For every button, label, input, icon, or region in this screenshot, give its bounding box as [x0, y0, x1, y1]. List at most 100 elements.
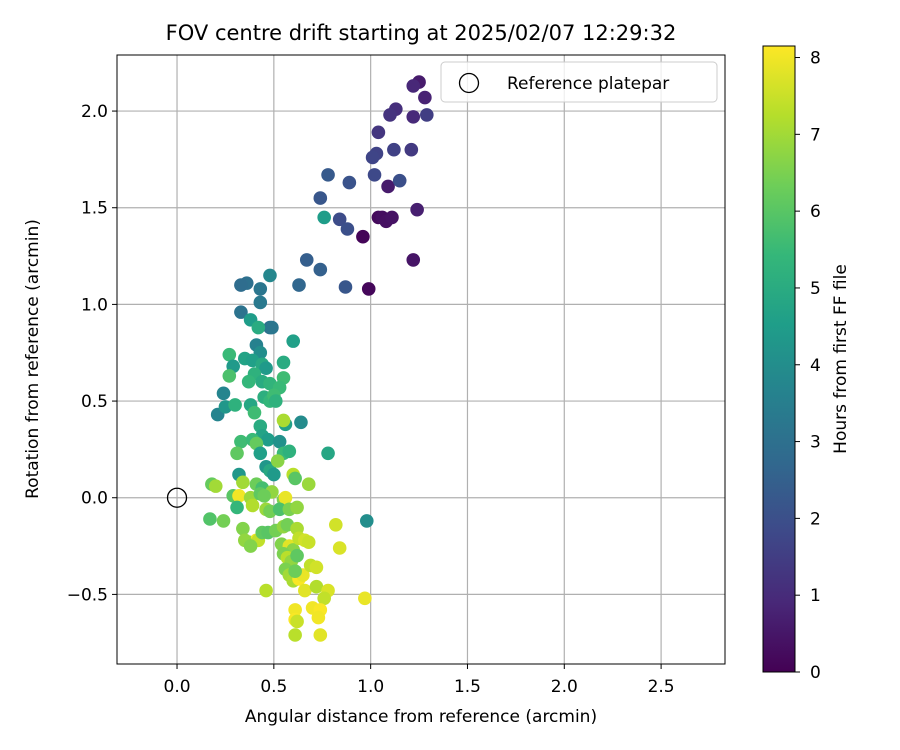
colorbar-label: Hours from first FF file	[831, 264, 851, 454]
data-point	[406, 79, 421, 93]
plot-frame	[116, 54, 726, 665]
legend: Reference platepar	[440, 61, 718, 103]
data-point	[371, 125, 386, 140]
legend-entry-reference-platepar: Reference platepar	[507, 74, 669, 94]
data-point	[232, 489, 246, 503]
colorbar-tick-label: 3	[810, 433, 821, 453]
data-point	[383, 108, 397, 122]
y-tick-label: 0.0	[81, 489, 108, 509]
data-point	[381, 179, 395, 194]
legend-reference-marker	[458, 72, 480, 94]
data-point	[251, 320, 266, 335]
data-point	[234, 305, 248, 319]
data-point	[222, 347, 237, 362]
data-point	[265, 320, 279, 335]
data-point	[365, 150, 380, 165]
data-point	[290, 500, 304, 515]
y-tick-label: 2.0	[81, 102, 108, 122]
data-point	[278, 490, 293, 505]
colorbar-tick-label: 2	[810, 509, 821, 529]
x-tick-label: 0.5	[260, 677, 287, 697]
colorbar-ticks: 0 1 2 3 4 5 6 7 8	[795, 49, 821, 683]
data-point	[294, 415, 308, 430]
y-axis-ticks: −0.5 0.0 0.5 1.0 1.5 2.0	[67, 102, 117, 605]
data-point	[288, 628, 302, 642]
data-point	[309, 560, 324, 575]
y-tick-label: 0.5	[81, 392, 108, 412]
data-point	[317, 591, 331, 606]
colorbar-tick-label: 4	[810, 356, 821, 376]
y-tick-label: 1.5	[81, 199, 108, 219]
data-point	[216, 386, 231, 401]
data-point	[340, 222, 355, 236]
data-point	[253, 446, 268, 461]
x-tick-label: 2.5	[648, 677, 675, 697]
data-point	[313, 628, 328, 642]
data-point	[298, 583, 312, 598]
data-point	[267, 467, 281, 482]
data-point	[241, 374, 256, 389]
data-point	[234, 434, 248, 449]
y-tick-label: 1.0	[81, 295, 108, 315]
data-point	[222, 369, 237, 383]
colorbar-gradient	[763, 46, 795, 672]
x-tick-label: 0.0	[164, 677, 191, 697]
data-point	[321, 446, 335, 461]
data-point	[358, 591, 372, 606]
data-point	[361, 282, 376, 296]
data-point	[236, 521, 250, 536]
data-point	[268, 394, 283, 408]
data-point	[288, 564, 302, 578]
data-point	[410, 202, 424, 217]
data-point	[253, 282, 268, 296]
x-tick-label: 1.0	[357, 677, 384, 697]
x-axis-ticks: 0.0 0.5 1.0 1.5 2.0 2.5	[164, 664, 675, 697]
grid-lines	[117, 55, 725, 664]
data-point	[404, 142, 419, 157]
data-point	[292, 278, 306, 292]
data-point	[359, 514, 374, 528]
data-point	[313, 262, 328, 277]
y-axis-label: Rotation from reference (arcmin)	[23, 219, 43, 499]
legend-box	[440, 61, 718, 103]
x-axis-label: Angular distance from reference (arcmin)	[245, 707, 597, 727]
data-point	[313, 191, 328, 205]
data-point	[272, 502, 287, 517]
reference-platepar-marker	[166, 487, 188, 508]
colorbar-tick-label: 7	[810, 125, 821, 145]
x-tick-label: 1.5	[454, 677, 481, 697]
data-point	[288, 471, 302, 486]
data-point	[230, 500, 244, 515]
data-point	[367, 168, 382, 182]
colorbar: 0 1 2 3 4 5 6 7 8 Hours from first FF file	[762, 45, 851, 683]
colorbar-tick-label: 8	[810, 49, 821, 69]
data-point	[203, 512, 217, 526]
data-point	[290, 614, 304, 629]
data-point	[321, 168, 335, 182]
data-point	[276, 355, 291, 370]
data-point	[243, 539, 258, 553]
data-point	[257, 489, 271, 503]
data-point	[418, 90, 432, 105]
data-point	[309, 579, 324, 594]
data-point	[253, 295, 268, 310]
data-point	[317, 210, 331, 225]
data-point	[406, 253, 421, 267]
data-point	[332, 212, 347, 227]
data-point	[387, 142, 401, 157]
data-point	[272, 434, 287, 449]
data-point	[286, 334, 301, 348]
colorbar-tick-label: 1	[810, 586, 821, 606]
data-point	[311, 610, 326, 625]
data-point	[338, 280, 353, 294]
data-point	[276, 413, 291, 428]
data-point	[290, 548, 304, 563]
colorbar-tick-label: 6	[810, 202, 821, 222]
data-points	[203, 75, 434, 642]
data-point	[282, 444, 297, 459]
data-point	[247, 405, 262, 420]
data-point	[270, 454, 285, 468]
data-point	[230, 446, 244, 461]
data-point	[342, 175, 357, 190]
data-point	[259, 583, 273, 598]
